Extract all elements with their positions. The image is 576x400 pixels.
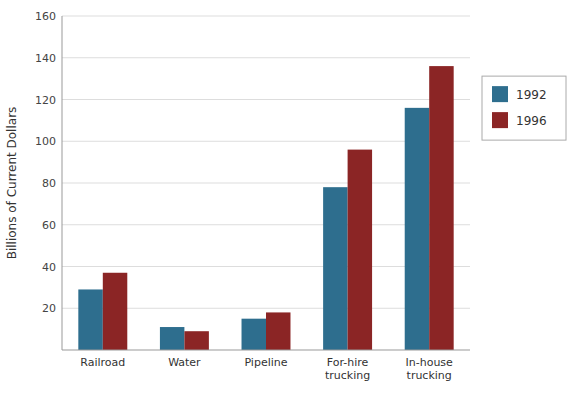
y-tick-label: 20 [42, 302, 56, 315]
y-tick-label: 140 [35, 52, 56, 65]
x-tick-label-line: trucking [407, 369, 452, 382]
x-tick-label-line: Pipeline [244, 356, 287, 369]
legend-swatch [492, 112, 508, 128]
y-tick-label: 120 [35, 94, 56, 107]
legend-frame [482, 76, 566, 140]
x-tick-label-line: In-house [406, 356, 454, 369]
x-tick-label-line: trucking [325, 369, 370, 382]
bar [242, 319, 266, 350]
x-tick-label-line: Railroad [80, 356, 125, 369]
x-tick-label: In-housetrucking [406, 356, 454, 382]
y-tick-label: 100 [35, 135, 56, 148]
bar [103, 273, 127, 350]
grid-line [62, 57, 470, 58]
bars [78, 66, 453, 350]
bar [78, 289, 102, 350]
bar [348, 150, 372, 350]
bar [160, 327, 184, 350]
y-tick-label: 40 [42, 261, 56, 274]
y-axis-line [62, 16, 63, 350]
bar [184, 331, 208, 350]
legend-label: 1996 [516, 114, 547, 128]
legend: 1992 1996 [482, 76, 566, 140]
bar [405, 108, 429, 350]
x-tick-label-line: Water [168, 356, 201, 369]
bar [323, 187, 347, 350]
y-tick-label: 160 [35, 10, 56, 23]
x-tick-label-line: For-hire [327, 356, 369, 369]
y-axis-label: Billions of Current Dollars [5, 107, 19, 260]
bar [429, 66, 453, 350]
x-axis-line [62, 350, 470, 351]
x-tick-label: Railroad [80, 356, 125, 369]
chart: 20 40 60 80 100 120 140 160 Billions of Current … [0, 0, 576, 400]
y-tick-label: 80 [42, 177, 56, 190]
x-tick-label: For-hiretrucking [325, 356, 370, 382]
legend-label: 1992 [516, 88, 547, 102]
y-tick-label: 60 [42, 219, 56, 232]
grid-line [62, 99, 470, 100]
legend-swatch [492, 86, 508, 102]
grid-line [62, 16, 470, 17]
x-tick-label: Water [168, 356, 201, 369]
bar [266, 312, 290, 350]
x-tick-label: Pipeline [244, 356, 287, 369]
